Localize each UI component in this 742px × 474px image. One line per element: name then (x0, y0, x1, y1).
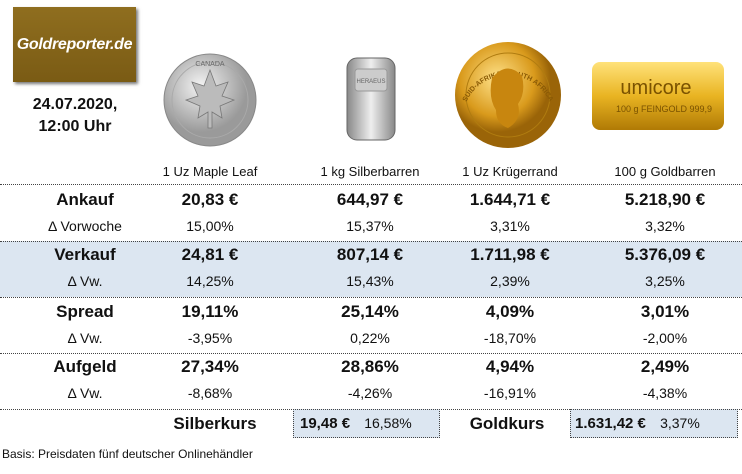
row-value: 3,25% (645, 273, 685, 289)
row-value: 4,09% (485, 302, 535, 321)
row-value: -8,68% (187, 385, 233, 401)
goldkurs-change: 3,37% (660, 415, 700, 431)
row-label: Δ Vw. (67, 385, 103, 401)
row-label: Ankauf (56, 190, 114, 209)
product-header: 100 g Goldbarren (614, 164, 716, 179)
row-value: 19,11% (181, 302, 239, 321)
row-value: 15,37% (346, 218, 394, 234)
row-value: 5.376,09 € (624, 245, 706, 264)
row-value: 20,83 € (181, 190, 239, 209)
silberkurs-box: 19,48 € 16,58% (293, 409, 440, 438)
goldreporter-logo: Goldreporter.de (13, 7, 136, 82)
row-value: 0,22% (350, 330, 390, 346)
silver-bar-image: HERAEUS (346, 57, 396, 141)
row-value: -3,95% (187, 330, 233, 346)
product-header: 1 Uz Maple Leaf (162, 164, 258, 179)
row-value: 3,32% (645, 218, 685, 234)
maple-coin-inscription: CANADA (195, 61, 225, 68)
silberkurs-label: Silberkurs (173, 414, 257, 433)
row-label: Δ Vw. (67, 330, 103, 346)
maple-leaf-icon (184, 68, 236, 129)
row-value: 15,00% (186, 218, 234, 234)
row-value: 1.644,71 € (469, 190, 551, 209)
row-label: Verkauf (54, 245, 116, 264)
row-label: Δ Vorwoche (48, 218, 122, 234)
row-value: 807,14 € (336, 245, 404, 264)
row-label: Δ Vw. (67, 273, 103, 289)
footer-note: Basis: Preisdaten fünf deutscher Onlineh… (2, 447, 253, 461)
divider (0, 184, 742, 185)
row-value: 25,14% (341, 302, 399, 321)
gold-bar-image: umicore 100 g FEINGOLD 999,9 (592, 62, 724, 130)
umicore-brand: umicore (620, 77, 691, 99)
divider (0, 241, 742, 242)
row-value: 644,97 € (336, 190, 404, 209)
gold-bar-fineness: 100 g FEINGOLD 999,9 (616, 104, 712, 114)
kruegerrand-coin-image: SUID-AFRIKA · SOUTH AFRICA (455, 42, 561, 148)
row-value: 1.711,98 € (470, 245, 550, 264)
date: 24.07.2020, (32, 96, 118, 113)
row-value: -4,38% (642, 385, 688, 401)
row-value: 4,94% (485, 357, 535, 376)
silberkurs-change: 16,58% (364, 415, 412, 431)
product-header: 1 Uz Krügerrand (462, 164, 558, 179)
row-value: 15,43% (346, 273, 394, 289)
row-value: -16,91% (483, 385, 537, 401)
goldkurs-label: Goldkurs (469, 414, 545, 433)
divider (0, 297, 742, 298)
row-label: Aufgeld (53, 357, 117, 376)
goldkurs-box: 1.631,42 € 3,37% (570, 409, 738, 438)
row-value: 2,39% (490, 273, 530, 289)
row-value: 27,34% (181, 357, 239, 376)
silver-bar-inscription: HERAEUS (356, 79, 385, 85)
row-value: 5.218,90 € (624, 190, 706, 209)
verkauf-highlight (0, 241, 742, 297)
row-value: 3,31% (490, 218, 530, 234)
goldkurs-price: 1.631,42 € (575, 415, 646, 432)
row-label: Spread (56, 302, 114, 321)
maple-leaf-coin-image: CANADA (163, 53, 257, 147)
time: 12:00 Uhr (38, 118, 112, 135)
row-value: 24,81 € (181, 245, 239, 264)
date-time: 24.07.2020, 12:00 Uhr (0, 94, 150, 138)
divider (0, 353, 742, 354)
row-value: -4,26% (347, 385, 393, 401)
row-value: 28,86% (341, 357, 399, 376)
row-value: 2,49% (640, 357, 690, 376)
row-value: -18,70% (483, 330, 537, 346)
silberkurs-price: 19,48 € (300, 415, 351, 432)
row-value: 14,25% (186, 273, 234, 289)
row-value: 3,01% (640, 302, 690, 321)
product-header: 1 kg Silberbarren (320, 164, 420, 179)
row-value: -2,00% (642, 330, 688, 346)
